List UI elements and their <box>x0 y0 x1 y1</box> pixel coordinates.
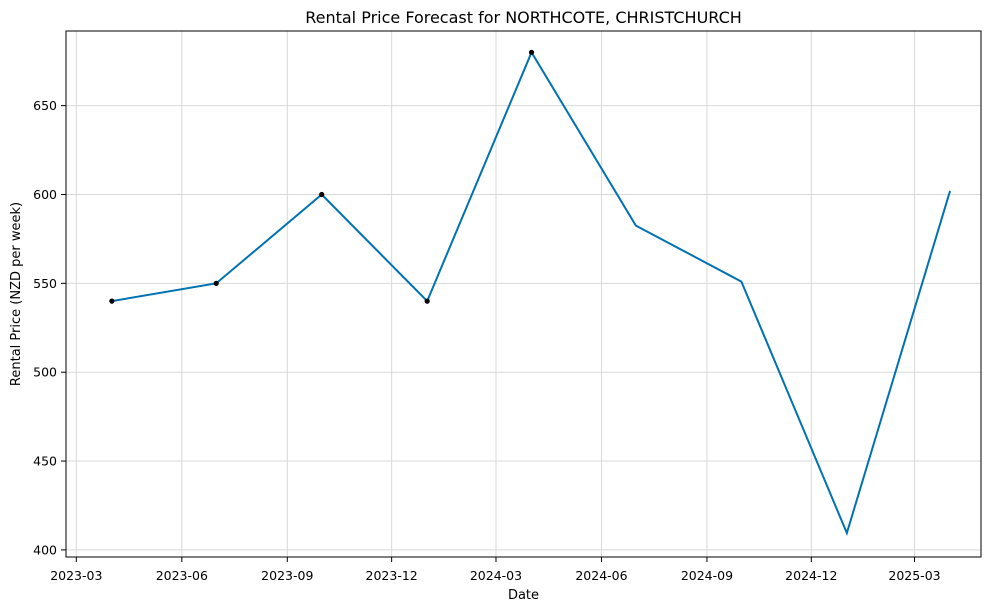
plot-frame <box>65 30 982 558</box>
x-axis-label: Date <box>508 588 539 603</box>
grid <box>66 31 981 557</box>
y-tick-label: 500 <box>33 365 57 380</box>
x-tick-label: 2024-06 <box>575 568 627 583</box>
observed-point <box>528 49 535 55</box>
y-tick-label: 450 <box>33 454 57 469</box>
x-tick-label: 2023-06 <box>156 568 208 583</box>
x-tick-label: 2023-03 <box>50 568 102 583</box>
x-tick-label: 2023-09 <box>261 568 313 583</box>
x-tick-label: 2024-12 <box>785 568 837 583</box>
plot-series <box>109 49 951 536</box>
x-axis: 2023-03 2023-06 2023-09 2023-12 2024-03 2024-… <box>50 557 941 583</box>
observed-point <box>109 298 115 304</box>
observed-point <box>213 280 219 286</box>
x-tick-label: 2024-03 <box>470 568 522 583</box>
y-tick-label: 400 <box>33 542 57 557</box>
y-tick-label: 550 <box>33 276 57 291</box>
y-axis-label: Rental Price (NZD per week) <box>9 202 24 386</box>
x-tick-label: 2025-03 <box>888 568 940 583</box>
y-tick-label: 600 <box>33 187 57 202</box>
y-tick-label: 650 <box>33 98 57 113</box>
y-axis: 400 450 500 550 600 650 <box>33 98 66 557</box>
x-tick-label: 2023-12 <box>366 568 418 583</box>
chart-title: Rental Price Forecast for NORTHCOTE, CHR… <box>305 8 742 27</box>
x-tick-label: 2024-09 <box>681 568 733 583</box>
observed-point <box>424 298 430 304</box>
observed-point <box>319 191 325 198</box>
